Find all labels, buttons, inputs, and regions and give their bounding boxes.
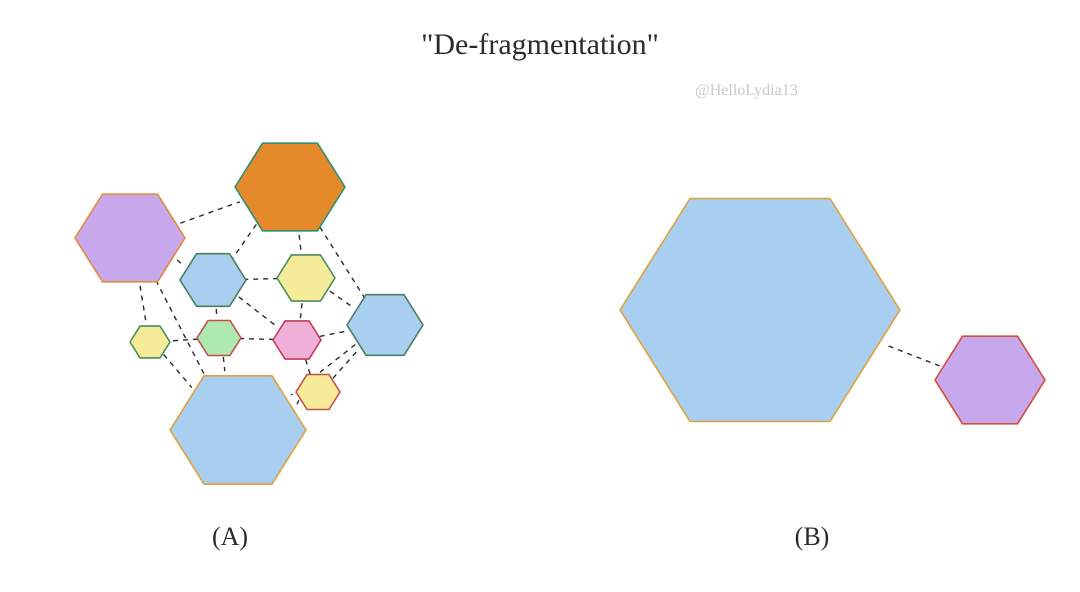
edge — [240, 339, 274, 340]
edge — [233, 224, 256, 257]
edge — [223, 357, 225, 371]
hex-node — [180, 254, 246, 307]
edge — [299, 235, 301, 253]
hex-node — [130, 326, 170, 358]
edge — [216, 309, 217, 319]
edge — [245, 279, 279, 280]
edge — [177, 260, 185, 267]
hex-node — [620, 199, 900, 422]
edge — [306, 360, 311, 374]
hex-node — [277, 255, 335, 301]
diagram-svg — [0, 0, 1080, 592]
edge — [330, 291, 354, 308]
hex-node — [296, 375, 340, 410]
hex-node — [75, 194, 185, 282]
edge — [164, 355, 192, 388]
hex-node — [935, 336, 1045, 424]
panel-b-label: (B) — [782, 522, 842, 552]
hex-node — [170, 376, 306, 484]
hex-node — [197, 321, 241, 356]
edge — [169, 339, 198, 341]
edge — [239, 297, 278, 328]
edge — [297, 400, 299, 404]
diagram-canvas: "De-fragmentation" @HelloLydia13 (A) (B) — [0, 0, 1080, 592]
edge — [140, 286, 146, 325]
panel-a-label: (A) — [200, 522, 260, 552]
edge — [180, 202, 239, 223]
edge — [333, 349, 359, 379]
hex-node — [235, 143, 345, 231]
edge — [889, 346, 940, 366]
hex-node — [347, 295, 423, 356]
edge — [320, 331, 349, 337]
edge — [300, 303, 302, 319]
hex-node — [273, 321, 321, 359]
